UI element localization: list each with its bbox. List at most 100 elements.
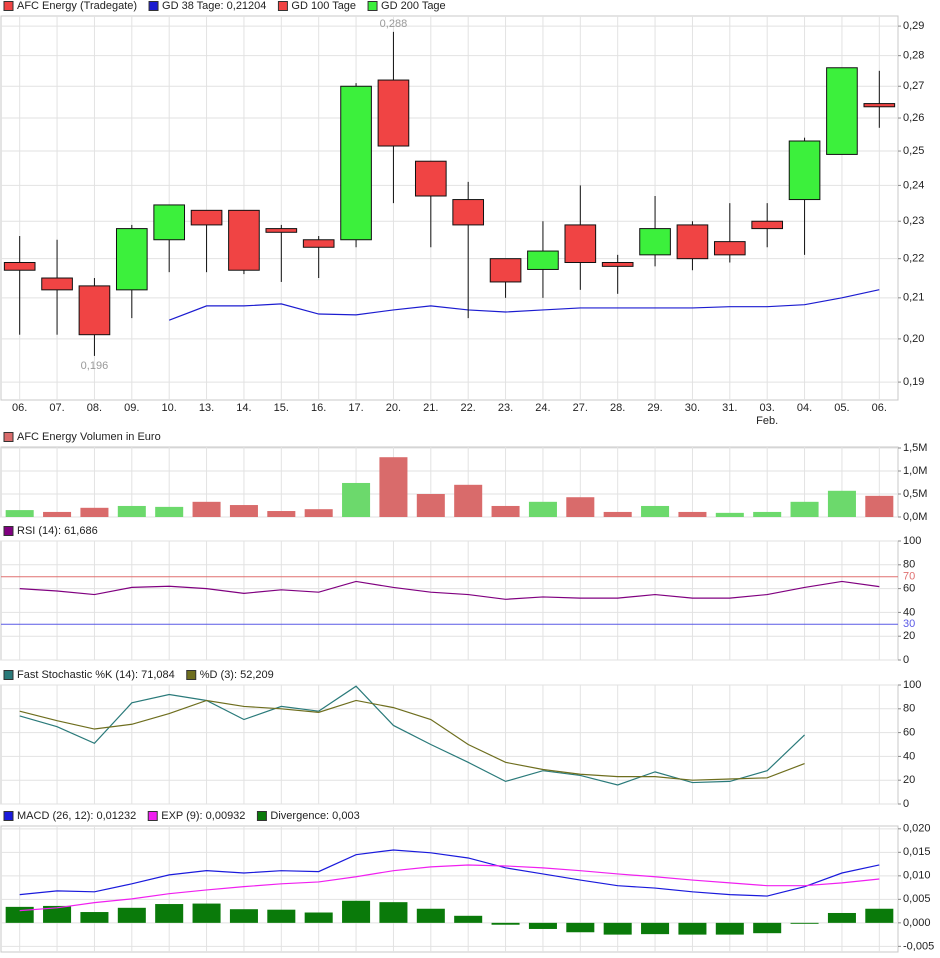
candle-body — [41, 277, 73, 291]
plot-frame — [0, 540, 899, 661]
x-tick-label: 31. — [722, 402, 737, 414]
y-tick-label: 0,27 — [903, 80, 924, 92]
bar — [753, 511, 782, 517]
bar — [454, 484, 483, 517]
candle-body — [863, 103, 896, 108]
bar — [304, 509, 333, 517]
bar — [528, 922, 557, 929]
candle-body — [228, 209, 260, 271]
x-tick-label: 09. — [124, 402, 139, 414]
bar — [641, 505, 670, 517]
bar — [865, 908, 894, 923]
y-tick-label: 100 — [903, 535, 921, 547]
line — [19, 685, 805, 786]
y-tick-label: 0,29 — [903, 20, 924, 32]
bar — [192, 501, 221, 517]
bar — [229, 909, 258, 923]
legend-label: AFC Energy (Tradegate) — [17, 0, 137, 12]
bar — [5, 510, 34, 517]
y-tick-label: 20 — [903, 630, 915, 642]
bar — [491, 505, 520, 517]
line — [19, 580, 880, 600]
bar — [155, 506, 184, 517]
y-tick-label: 0,015 — [903, 846, 931, 858]
reference-label: 70 — [903, 571, 915, 583]
legend-swatch — [147, 811, 158, 821]
y-tick-label: 40 — [903, 750, 915, 762]
y-tick-label: 1,0M — [903, 465, 927, 477]
bar — [641, 922, 670, 935]
y-tick-label: 0,005 — [903, 893, 931, 905]
bar — [5, 906, 34, 923]
bar — [491, 922, 520, 925]
x-tick-sublabel: Feb. — [756, 415, 778, 427]
high-label: 0,288 — [380, 18, 408, 30]
x-tick-label: 28. — [610, 402, 625, 414]
candle-body — [713, 241, 746, 256]
x-tick-label: 24. — [535, 402, 550, 414]
candle-body — [377, 79, 410, 147]
plot-frame — [0, 825, 899, 953]
y-tick-label: 0,0M — [903, 511, 927, 523]
bar — [603, 922, 632, 935]
x-tick-label: 27. — [573, 402, 588, 414]
candle-body — [3, 262, 36, 271]
line — [19, 849, 880, 897]
y-tick-label: 80 — [903, 559, 915, 571]
candle-body — [788, 140, 821, 201]
x-tick-label: 23. — [498, 402, 513, 414]
x-tick-label: 04. — [797, 402, 812, 414]
candle-body — [564, 224, 597, 264]
bar — [192, 903, 221, 923]
bar — [117, 907, 146, 923]
bar — [43, 511, 72, 517]
x-tick-label: 16. — [311, 402, 326, 414]
x-tick-label: 03. — [760, 402, 775, 414]
legend-label: EXP (9): 0,00932 — [161, 810, 245, 822]
plot-frame — [0, 15, 899, 401]
y-tick-label: 0,020 — [903, 823, 931, 835]
line — [19, 864, 880, 912]
bar — [715, 922, 744, 935]
y-tick-label: 0,23 — [903, 215, 924, 227]
bar — [379, 902, 408, 923]
bar — [603, 511, 632, 517]
bar — [528, 501, 557, 517]
bar — [827, 490, 856, 517]
x-tick-label: 13. — [199, 402, 214, 414]
candle-body — [751, 220, 784, 230]
x-tick-label: 21. — [423, 402, 438, 414]
line — [168, 289, 880, 321]
candle-body — [190, 209, 223, 226]
legend-swatch — [367, 1, 378, 11]
bar — [229, 505, 258, 517]
bar — [342, 482, 371, 517]
candle-body — [676, 224, 709, 260]
bar — [715, 512, 744, 517]
y-tick-label: 0,25 — [903, 145, 924, 157]
plot-frame — [0, 446, 899, 518]
x-tick-label: 06. — [12, 402, 27, 414]
legend-swatch — [148, 1, 159, 11]
bar — [827, 912, 856, 923]
y-tick-label: 1,5M — [903, 442, 927, 454]
legend-label: Divergence: 0,003 — [270, 810, 359, 822]
candle-body — [489, 258, 522, 283]
candle-body — [639, 228, 671, 256]
y-tick-label: -0,005 — [903, 940, 934, 952]
y-tick-label: 0,28 — [903, 50, 924, 62]
candle-body — [265, 228, 298, 233]
legend-label: GD 38 Tage: 0,21204 — [162, 0, 266, 12]
bar — [678, 922, 707, 935]
line — [19, 699, 805, 781]
candle-body — [452, 199, 485, 226]
legend-swatch — [3, 811, 14, 821]
candle-body — [78, 285, 111, 336]
x-tick-label: 05. — [834, 402, 849, 414]
y-tick-label: 60 — [903, 583, 915, 595]
candle-body — [302, 239, 335, 248]
legend-label: %D (3): 52,209 — [200, 669, 274, 681]
bar — [416, 494, 445, 517]
legend-label: GD 100 Tage — [291, 0, 356, 12]
x-tick-label: 29. — [647, 402, 662, 414]
